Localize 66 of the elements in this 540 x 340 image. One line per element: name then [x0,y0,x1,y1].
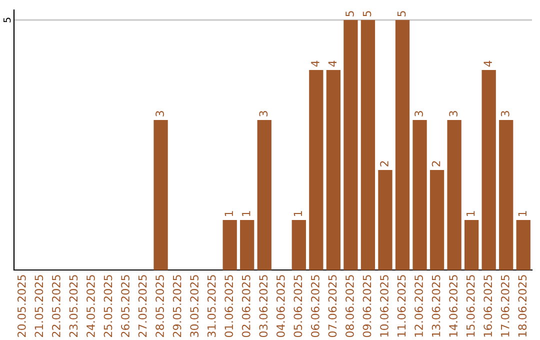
x-tick-label: 08.06.2025 [346,275,354,338]
x-tick-label: 20.05.2025 [17,275,26,337]
data-label: 1 [294,211,302,216]
data-label: 3 [156,111,164,116]
bar [395,20,410,270]
data-label: 1 [242,211,250,216]
bar [257,120,272,270]
x-tick-label: 21.05.2025 [34,275,44,337]
bar [430,170,444,270]
x-tick-label: 30.05.2025 [190,275,199,337]
data-label: 5 [397,11,406,16]
x-tick-label: 06.06.2025 [310,275,320,338]
x-tick-label: 02.06.2025 [242,275,250,338]
bar [516,220,530,270]
data-label: 4 [328,60,336,67]
data-label: 3 [414,111,423,116]
x-tick-label: 27.05.2025 [138,275,147,337]
x-tick-label: 28.05.2025 [156,275,164,337]
data-label: 2 [432,161,440,166]
bar [309,70,324,270]
data-label: 4 [484,60,492,67]
x-tick-label: 09.06.2025 [362,275,372,338]
x-tick-label: 31.05.2025 [207,275,216,337]
data-label: 1 [466,211,475,216]
bar [240,220,254,270]
data-label: 5 [346,11,354,16]
x-tick-label: 05.06.2025 [294,275,302,338]
data-label: 3 [500,111,510,116]
x-tick-label: 11.06.2025 [397,275,406,337]
bar [378,170,392,270]
bar [499,120,514,270]
bar [292,220,306,270]
data-label: 5 [362,11,372,16]
x-tick-label: 24.05.2025 [86,275,95,337]
x-tick-label: 14.06.2025 [449,275,458,337]
bar [447,120,462,270]
x-tick-label: 10.06.2025 [380,275,388,337]
x-tick-label: 18.06.2025 [518,275,527,337]
x-tick-label: 13.06.2025 [432,275,440,337]
data-label: 3 [259,111,268,116]
x-tick-label: 03.06.2025 [259,275,268,338]
data-label: 1 [518,211,526,216]
bar [154,120,168,270]
x-tick-label: 04.06.2025 [276,275,285,338]
bar [482,70,496,270]
x-tick-label: 26.05.2025 [121,275,130,337]
x-tick-label: 25.05.2025 [104,275,112,337]
bar [360,20,376,270]
bar [412,120,427,270]
x-tick-label: 12.06.2025 [414,275,423,337]
bar [222,220,237,270]
x-tick-label: 15.06.2025 [466,275,475,337]
x-tick-label: 23.05.2025 [69,275,78,337]
bar [326,70,341,270]
x-tick-label: 16.06.2025 [484,275,492,337]
data-label: 4 [311,60,320,67]
bar [464,220,479,270]
x-tick-label: 07.06.2025 [328,275,337,338]
x-tick-label: 29.05.2025 [172,275,182,337]
data-label: 1 [224,211,233,216]
data-label: 2 [380,161,388,166]
x-tick-label: 17.06.2025 [500,275,510,337]
data-label: 3 [449,111,458,116]
x-tick-label: 01.06.2025 [224,275,234,338]
x-tick-label: 22.05.2025 [52,275,60,337]
bar [344,20,358,270]
